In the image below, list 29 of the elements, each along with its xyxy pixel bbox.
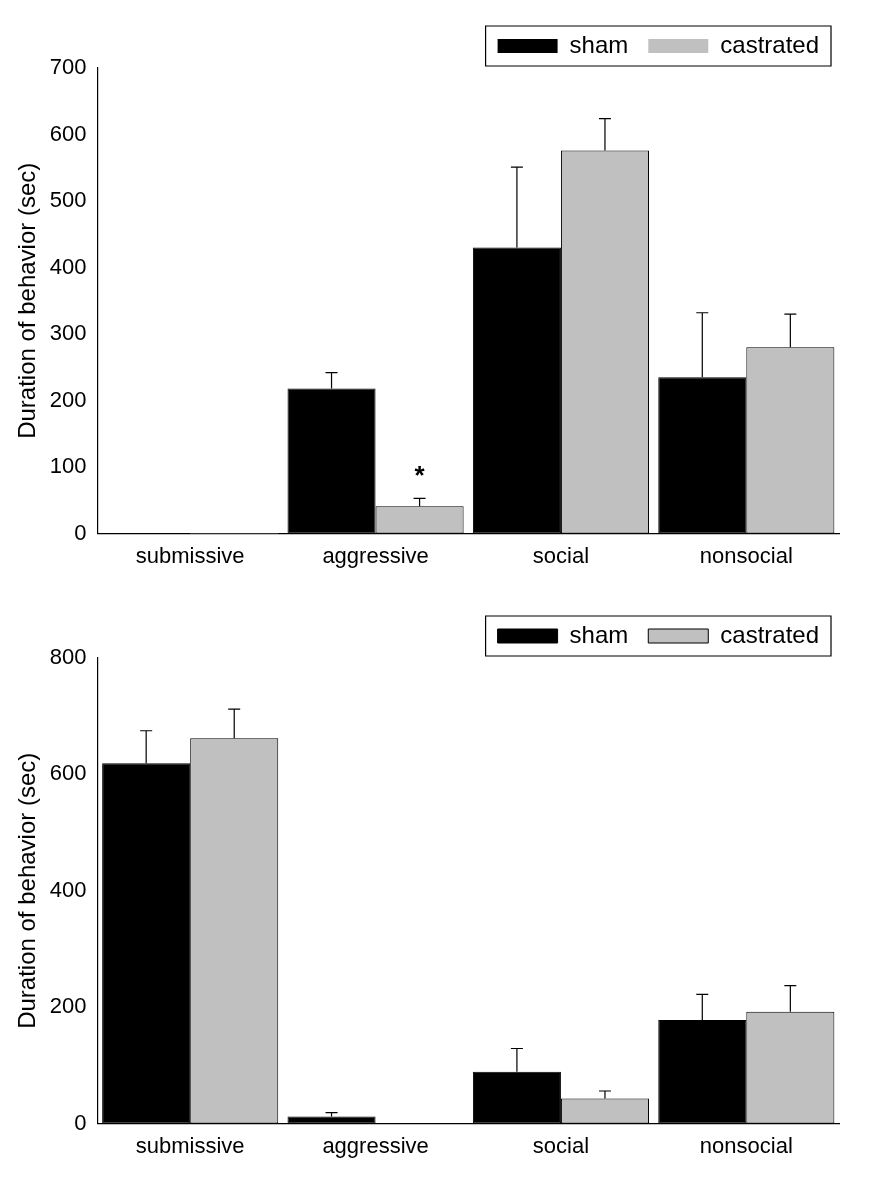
bar (287, 1116, 376, 1124)
legend-label: sham (569, 30, 629, 58)
y-tick-label: 0 (74, 1109, 87, 1135)
y-tick-label: 700 (49, 54, 87, 80)
x-tick-label: submissive (135, 542, 245, 568)
annotation: * (414, 460, 426, 491)
x-tick-label: social (532, 542, 590, 568)
y-tick-label: 300 (49, 320, 87, 346)
legend-label: castrated (720, 620, 819, 648)
y-tick-label: 0 (74, 519, 87, 545)
legend-label: sham (569, 620, 629, 648)
x-tick-label: aggressive (322, 1132, 429, 1158)
y-tick-label: 200 (49, 386, 87, 412)
x-tick-label: submissive (135, 1132, 245, 1158)
y-axis-title: Duration of behavior (sec) (13, 162, 41, 439)
x-tick-label: nonsocial (699, 542, 793, 568)
y-tick-label: 100 (49, 453, 87, 479)
y-tick-label: 400 (49, 253, 87, 279)
x-tick-label: aggressive (322, 542, 429, 568)
y-tick-label: 400 (49, 876, 87, 902)
y-tick-label: 200 (49, 993, 87, 1019)
y-tick-label: 500 (49, 187, 87, 213)
y-axis-title: Duration of behavior (sec) (13, 752, 41, 1029)
legend-label: castrated (720, 30, 819, 58)
y-tick-label: 800 (49, 644, 87, 670)
y-tick-label: 600 (49, 760, 87, 786)
y-tick-label: 600 (49, 120, 87, 146)
x-tick-label: social (532, 1132, 590, 1158)
x-tick-label: nonsocial (699, 1132, 793, 1158)
